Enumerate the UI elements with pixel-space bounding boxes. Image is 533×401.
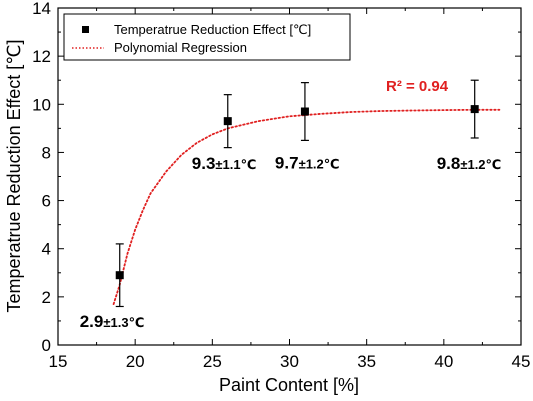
point-value-label: 9.8±1.2℃ <box>437 154 502 173</box>
y-tick-label: 8 <box>42 143 51 162</box>
legend-box <box>63 13 351 61</box>
y-tick-label: 6 <box>42 192 51 211</box>
r-squared-label: R² = 0.94 <box>386 78 449 95</box>
data-point <box>223 117 232 126</box>
data-point <box>470 105 479 114</box>
x-tick-label: 15 <box>49 352 68 371</box>
x-axis-title: Paint Content [%] <box>219 375 359 395</box>
data-point <box>300 107 309 116</box>
axis-ticks: 15 20 25 30 35 40 45 0 2 4 6 8 10 12 14 <box>32 0 530 371</box>
point-value-error: ±1.3℃ <box>103 315 144 330</box>
legend: Temperatrue Reduction Effect [℃] Polynom… <box>63 13 351 61</box>
point-value-label: 2.9±1.3℃ <box>80 312 145 331</box>
point-value-label: 9.7±1.2℃ <box>275 154 340 173</box>
legend-label-regression: Polynomial Regression <box>114 40 247 55</box>
y-axis-title: Temperatrue Reduction Effect [℃] <box>4 39 24 312</box>
y-tick-label: 2 <box>42 288 51 307</box>
point-value-label: 9.3±1.1℃ <box>192 154 257 173</box>
point-value-error: ±1.1℃ <box>215 157 256 172</box>
legend-label-data: Temperatrue Reduction Effect [℃] <box>114 22 311 37</box>
regression-curve <box>112 108 501 306</box>
x-tick-label: 30 <box>280 352 299 371</box>
point-value-main: 9.3 <box>192 154 216 173</box>
point-value-error: ±1.2℃ <box>460 157 501 172</box>
y-tick-label: 4 <box>42 240 51 259</box>
x-tick-label: 35 <box>357 352 376 371</box>
x-tick-label: 25 <box>203 352 222 371</box>
regression-curve-group <box>112 108 501 306</box>
data-point <box>115 271 124 280</box>
y-tick-label: 14 <box>32 0 51 18</box>
data-points <box>115 79 479 308</box>
x-tick-label: 40 <box>434 352 453 371</box>
x-tick-label: 45 <box>512 352 531 371</box>
point-value-main: 9.8 <box>437 154 461 173</box>
point-labels: 2.9±1.3℃9.3±1.1℃ 9.7±1.2℃ 9.8±1.2℃ <box>80 154 502 332</box>
point-value-main: 9.7 <box>275 154 299 173</box>
point-value-error: ±1.2℃ <box>299 157 340 172</box>
y-tick-label: 10 <box>32 95 51 114</box>
x-tick-label: 20 <box>126 352 145 371</box>
plot-area <box>57 7 522 346</box>
point-value-main: 2.9 <box>80 312 104 331</box>
y-tick-label: 12 <box>32 47 51 66</box>
y-tick-label: 0 <box>42 336 51 355</box>
legend-marker-square <box>82 26 89 33</box>
